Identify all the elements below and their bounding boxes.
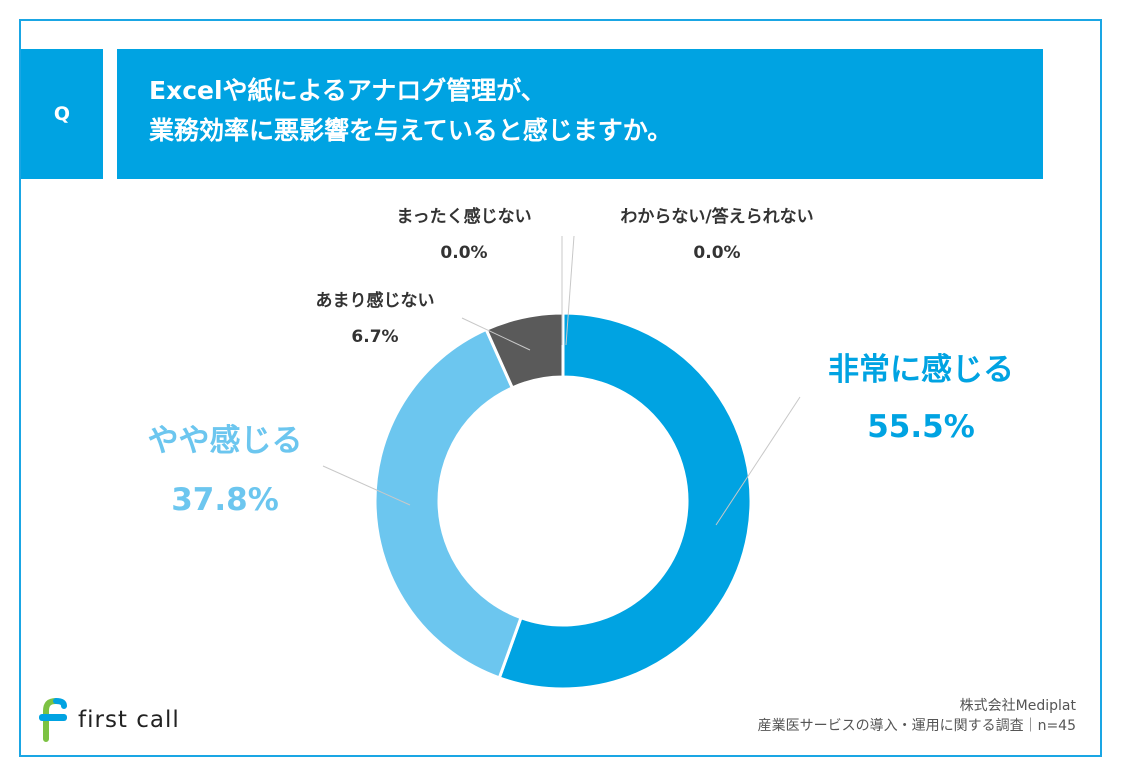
source-company: 株式会社Mediplat bbox=[959, 698, 1076, 714]
source-note: 株式会社Mediplat 産業医サービスの導入・運用に関する調査｜n=45 bbox=[758, 696, 1076, 736]
question-title: Excelや紙によるアナログ管理が、 業務効率に悪影響を与えていると感じますか。 bbox=[117, 49, 1043, 179]
leader-line-not-much bbox=[461, 317, 531, 351]
slice-value-somewhat: 37.8% bbox=[171, 482, 279, 518]
slice-value-dont-know: 0.0% bbox=[693, 243, 740, 263]
leader-line-dont-know bbox=[565, 235, 575, 346]
question-title-line1: Excelや紙によるアナログ管理が、 bbox=[149, 76, 546, 105]
slice-value-very-much: 55.5% bbox=[867, 409, 975, 445]
outer-frame: Q Excelや紙によるアナログ管理が、 業務効率に悪影響を与えていると感じます… bbox=[19, 19, 1102, 757]
donut-slices bbox=[373, 311, 753, 691]
slice-label-not-at-all: まったく感じない bbox=[396, 206, 531, 227]
leader-lines bbox=[322, 235, 801, 526]
donut-slice-very-much bbox=[497, 311, 753, 691]
question-badge: Q bbox=[21, 49, 103, 179]
first-call-logo: first call bbox=[38, 697, 180, 743]
slice-label-very-much: 非常に感じる bbox=[828, 352, 1014, 388]
slice-value-not-at-all: 0.0% bbox=[440, 243, 487, 263]
logo-text: first call bbox=[78, 707, 180, 733]
leader-line-very-much bbox=[715, 396, 801, 526]
slice-value-not-much: 6.7% bbox=[351, 327, 398, 347]
slice-label-somewhat: やや感じる bbox=[148, 423, 303, 459]
slice-label-dont-know: わからない/答えられない bbox=[620, 206, 813, 227]
question-title-line2: 業務効率に悪影響を与えていると感じますか。 bbox=[149, 116, 673, 145]
logo-cross-icon bbox=[39, 698, 67, 742]
question-badge-label: Q bbox=[53, 103, 71, 125]
donut-slice-not-much bbox=[484, 311, 565, 390]
leader-line-somewhat bbox=[322, 465, 411, 506]
source-survey: 産業医サービスの導入・運用に関する調査｜n=45 bbox=[757, 718, 1076, 734]
donut-slice-somewhat bbox=[373, 327, 523, 680]
slice-label-not-much: あまり感じない bbox=[316, 290, 435, 311]
